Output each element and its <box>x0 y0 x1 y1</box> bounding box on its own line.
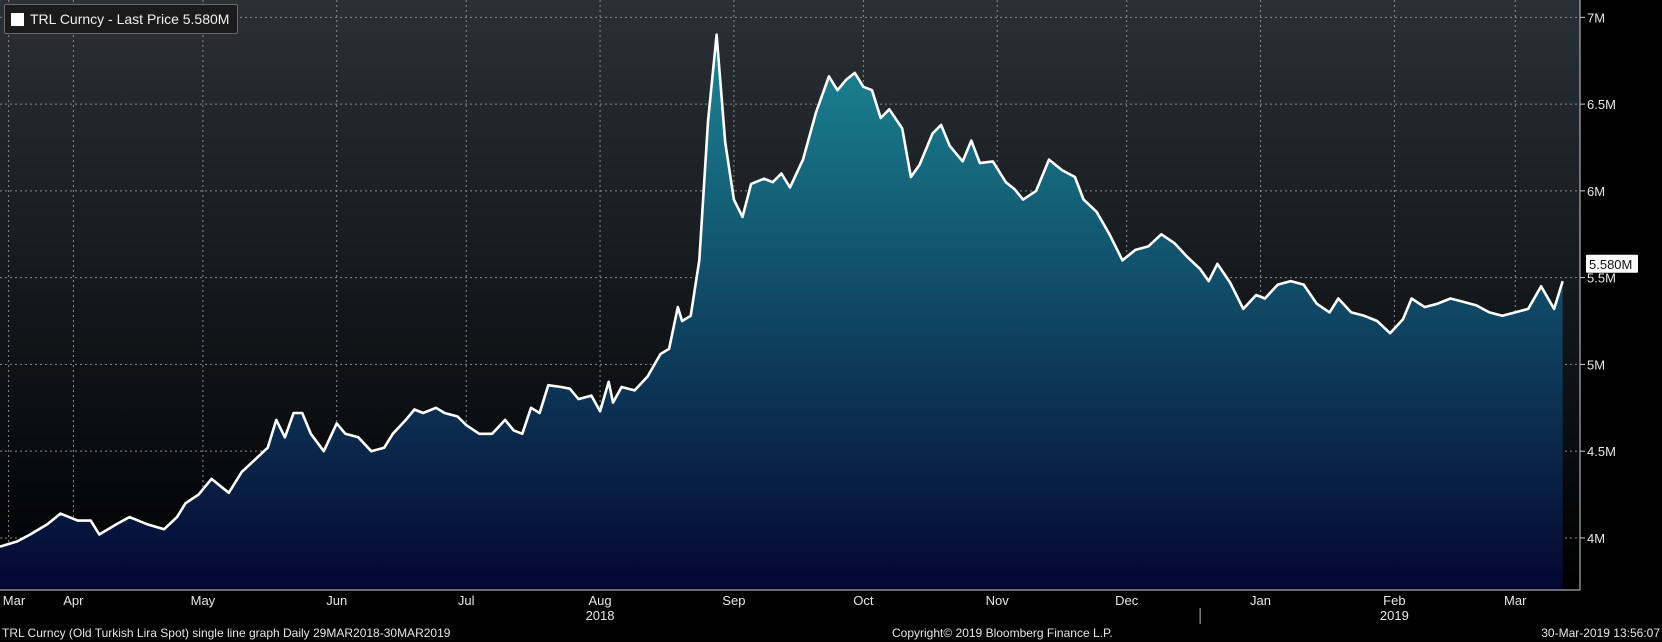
legend-label: TRL Curncy - Last Price 5.580M <box>30 11 230 27</box>
footer-bar: TRL Curncy (Old Turkish Lira Spot) singl… <box>0 624 1662 642</box>
x-tick-label: Mar <box>3 593 26 608</box>
axes <box>0 0 1581 624</box>
x-tick-label: Oct <box>853 593 874 608</box>
price-area-fill <box>0 34 1563 590</box>
last-price-tag: 5.580M <box>1586 254 1638 273</box>
x-tick-label: Jan <box>1250 593 1271 608</box>
price-line <box>0 33 1564 548</box>
x-tick-label: Feb <box>1383 593 1405 608</box>
year-label: 2019 <box>1380 608 1409 623</box>
x-tick-label: May <box>191 593 216 608</box>
x-tick-label: Aug <box>588 593 611 608</box>
x-tick-label: Nov <box>986 593 1010 608</box>
year-label: 2018 <box>586 608 615 623</box>
y-tick-label: 7M <box>1587 10 1605 25</box>
x-tick-label: Jun <box>326 593 347 608</box>
last-price-tag-background <box>1586 254 1638 273</box>
y-axis-tick-labels: 4M 4.5M 5M 5.5M 6M 6.5M 7M <box>1580 10 1616 546</box>
legend-swatch-icon <box>11 12 24 26</box>
footer-description: TRL Curncy (Old Turkish Lira Spot) singl… <box>2 626 451 640</box>
x-tick-label: Jul <box>458 593 475 608</box>
x-axis-tick-labels: Mar Apr May Jun Jul Aug Sep Oct Nov Dec Jan Feb Mar 2… <box>3 593 1527 623</box>
y-tick-label: 6M <box>1587 184 1605 199</box>
x-tick-label: Mar <box>1504 593 1527 608</box>
footer-timestamp: 30-Mar-2019 13:56:07 <box>1541 626 1660 640</box>
x-tick-label: Dec <box>1115 593 1139 608</box>
last-price-tag-label: 5.580M <box>1589 257 1632 272</box>
y-tick-label: 4.5M <box>1587 444 1616 459</box>
y-tick-label: 4M <box>1587 531 1605 546</box>
y-tick-label: 5.5M <box>1587 271 1616 286</box>
legend[interactable]: TRL Curncy - Last Price 5.580M <box>4 4 239 34</box>
x-tick-label: Sep <box>722 593 745 608</box>
footer-copyright: Copyright© 2019 Bloomberg Finance L.P. <box>892 626 1113 640</box>
y-tick-label: 6.5M <box>1587 97 1616 112</box>
x-tick-label: Apr <box>63 593 84 608</box>
y-tick-label: 5M <box>1587 357 1605 372</box>
